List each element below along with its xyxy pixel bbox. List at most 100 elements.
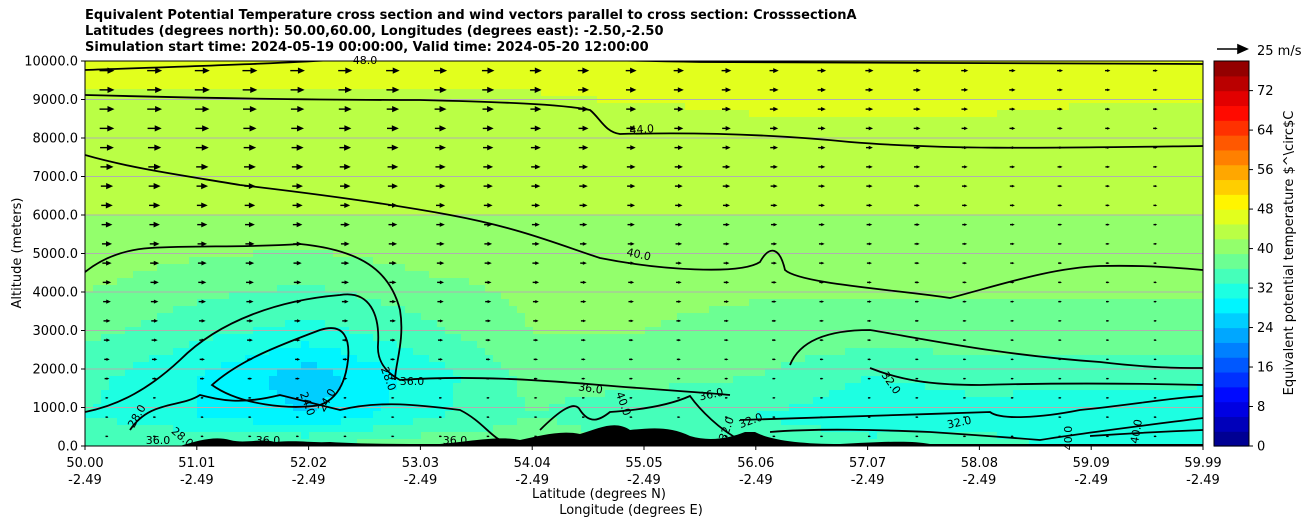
field-cell: [565, 75, 574, 83]
field-cell: [557, 411, 566, 419]
field-cell: [581, 180, 590, 188]
field-cell: [597, 159, 606, 167]
field-cell: [741, 418, 750, 426]
field-cell: [757, 348, 766, 356]
field-cell: [197, 138, 206, 146]
field-cell: [717, 362, 726, 370]
field-cell: [277, 82, 286, 90]
field-cell: [181, 320, 190, 328]
field-cell: [781, 278, 790, 286]
field-cell: [237, 180, 246, 188]
field-cell: [253, 320, 262, 328]
field-cell: [349, 292, 358, 300]
field-cell: [573, 166, 582, 174]
field-cell: [621, 292, 630, 300]
field-cell: [629, 355, 638, 363]
field-cell: [389, 243, 398, 251]
field-cell: [653, 68, 662, 76]
field-cell: [277, 103, 286, 111]
field-cell: [757, 271, 766, 279]
field-cell: [781, 138, 790, 146]
field-cell: [117, 201, 126, 209]
field-cell: [517, 243, 526, 251]
field-cell: [117, 166, 126, 174]
field-cell: [597, 138, 606, 146]
field-cell: [445, 341, 454, 349]
field-cell: [165, 124, 174, 132]
field-cell: [557, 180, 566, 188]
field-cell: [237, 264, 246, 272]
field-cell: [669, 145, 678, 153]
field-cell: [141, 243, 150, 251]
field-cell: [765, 390, 774, 398]
field-cell: [301, 411, 310, 419]
field-cell: [717, 236, 726, 244]
field-cell: [277, 397, 286, 405]
field-cell: [125, 264, 134, 272]
field-cell: [429, 82, 438, 90]
field-cell: [733, 348, 742, 356]
field-cell: [725, 152, 734, 160]
field-cell: [573, 187, 582, 195]
field-cell: [781, 243, 790, 251]
field-cell: [597, 89, 606, 97]
field-cell: [701, 348, 710, 356]
field-cell: [437, 208, 446, 216]
field-cell: [461, 299, 470, 307]
field-cell: [397, 103, 406, 111]
field-cell: [749, 208, 758, 216]
field-cell: [501, 334, 510, 342]
field-cell: [349, 117, 358, 125]
field-cell: [805, 313, 814, 321]
field-cell: [293, 306, 302, 314]
field-cell: [669, 201, 678, 209]
field-cell: [357, 411, 366, 419]
field-cell: [493, 299, 502, 307]
field-cell: [149, 292, 158, 300]
field-cell: [437, 264, 446, 272]
field-cell: [229, 208, 238, 216]
field-cell: [365, 103, 374, 111]
field-cell: [629, 82, 638, 90]
field-cell: [125, 341, 134, 349]
field-cell: [213, 89, 222, 97]
field-cell: [157, 159, 166, 167]
field-cell: [461, 103, 470, 111]
field-cell: [741, 229, 750, 237]
field-cell: [701, 390, 710, 398]
field-cell: [173, 397, 182, 405]
field-cell: [213, 194, 222, 202]
field-cell: [461, 313, 470, 321]
field-cell: [245, 229, 254, 237]
field-cell: [509, 222, 518, 230]
field-cell: [549, 124, 558, 132]
field-cell: [317, 334, 326, 342]
field-cell: [357, 68, 366, 76]
field-cell: [205, 75, 214, 83]
field-cell: [405, 397, 414, 405]
field-cell: [285, 82, 294, 90]
field-cell: [405, 264, 414, 272]
field-cell: [165, 75, 174, 83]
field-cell: [157, 152, 166, 160]
field-cell: [413, 355, 422, 363]
field-cell: [189, 145, 198, 153]
field-cell: [605, 369, 614, 377]
field-cell: [453, 166, 462, 174]
field-cell: [653, 124, 662, 132]
field-cell: [181, 194, 190, 202]
field-cell: [733, 271, 742, 279]
field-cell: [349, 383, 358, 391]
field-cell: [789, 229, 798, 237]
field-cell: [317, 292, 326, 300]
field-cell: [525, 341, 534, 349]
field-cell: [613, 68, 622, 76]
field-cell: [637, 348, 646, 356]
field-cell: [573, 292, 582, 300]
field-cell: [133, 75, 142, 83]
field-cell: [197, 320, 206, 328]
field-cell: [773, 411, 782, 419]
field-cell: [237, 124, 246, 132]
field-cell: [645, 187, 654, 195]
field-cell: [285, 369, 294, 377]
